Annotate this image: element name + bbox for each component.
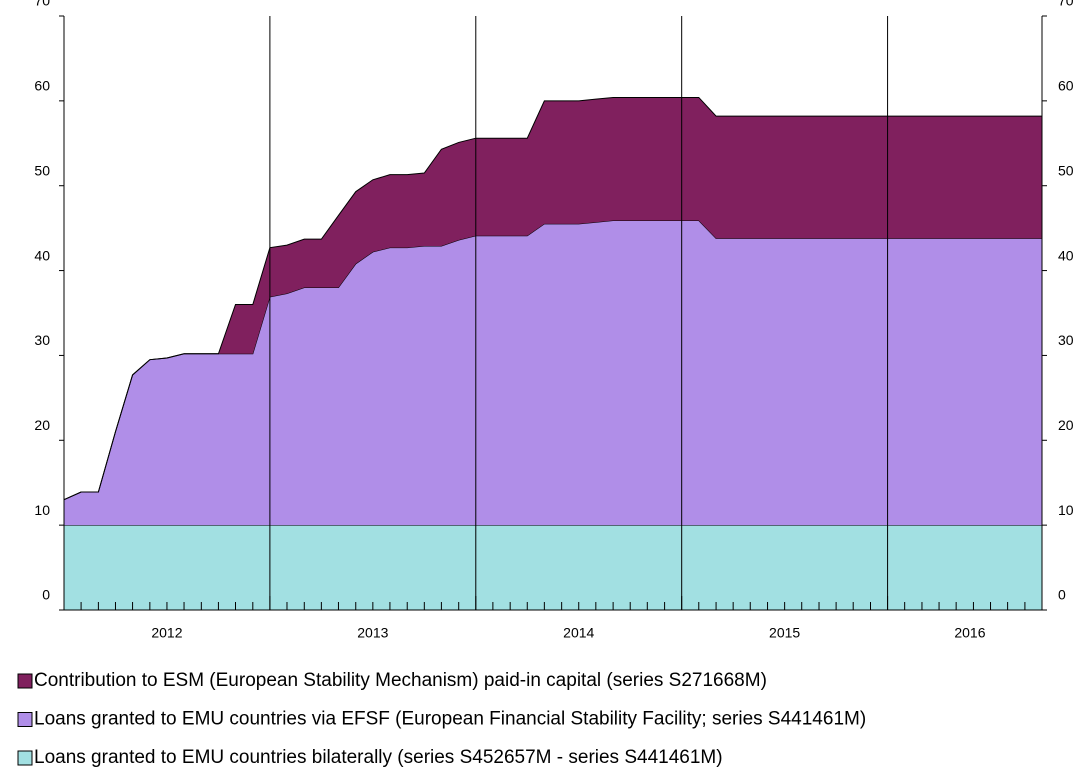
y2-tick-label: 70 — [1058, 0, 1074, 9]
legend-swatch — [17, 712, 33, 727]
area — [64, 525, 1042, 610]
y-tick-label: 40 — [34, 247, 50, 263]
y-tick-label: 10 — [34, 502, 50, 518]
y-tick-label: 60 — [34, 78, 50, 94]
y2-tick-label: 20 — [1058, 417, 1074, 433]
y-tick-label: 0 — [42, 587, 50, 603]
y2-tick-label: 60 — [1058, 78, 1074, 94]
legend-label: Contribution to ESM (European Stability … — [34, 670, 767, 691]
x-tick-label: 2016 — [954, 625, 985, 641]
y-tick-label: 70 — [34, 0, 50, 9]
y-tick-label: 30 — [34, 332, 50, 348]
x-tick-label: 2013 — [357, 625, 388, 641]
legend-swatch — [17, 750, 33, 766]
y2-tick-label: 0 — [1058, 587, 1066, 603]
legend-label: Loans granted to EMU countries via EFSF … — [34, 709, 866, 730]
area — [64, 220, 1042, 526]
y2-tick-label: 50 — [1058, 162, 1074, 178]
y2-tick-label: 30 — [1058, 332, 1074, 348]
legend-swatch — [17, 673, 33, 689]
legend-label: Loans granted to EMU countries bilateral… — [34, 747, 723, 768]
x-tick-label: 2014 — [563, 625, 594, 641]
y2-tick-label: 40 — [1058, 247, 1074, 263]
y-tick-label: 20 — [34, 417, 50, 433]
area-edge — [63, 96, 1042, 501]
y2-tick-label: 10 — [1058, 502, 1074, 518]
y-tick-label: 50 — [34, 162, 50, 178]
x-tick-label: 2012 — [151, 625, 182, 641]
x-tick-label: 2015 — [769, 625, 800, 641]
area — [64, 97, 1042, 500]
